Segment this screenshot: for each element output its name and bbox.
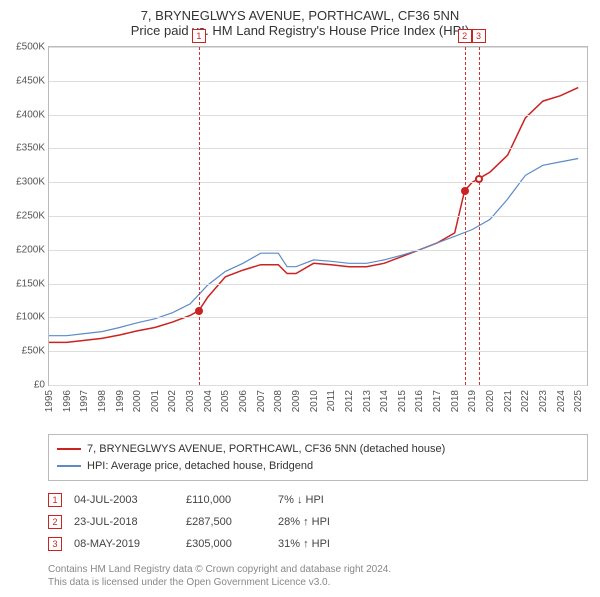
event-date: 23-JUL-2018 bbox=[74, 516, 174, 528]
chart-title-block: 7, BRYNEGLWYS AVENUE, PORTHCAWL, CF36 5N… bbox=[12, 8, 588, 38]
x-tick-label: 2016 bbox=[414, 390, 425, 412]
event-percent: 7% ↓ HPI bbox=[278, 494, 388, 506]
x-tick-label: 1997 bbox=[79, 390, 90, 412]
gridline bbox=[49, 115, 587, 116]
y-tick-label: £350K bbox=[16, 143, 45, 154]
y-tick-label: £500K bbox=[16, 42, 45, 53]
footer-line1: Contains HM Land Registry data © Crown c… bbox=[48, 563, 588, 576]
x-tick-label: 2023 bbox=[538, 390, 549, 412]
gridline bbox=[49, 182, 587, 183]
gridline bbox=[49, 81, 587, 82]
gridline bbox=[49, 317, 587, 318]
event-date: 04-JUL-2003 bbox=[74, 494, 174, 506]
legend-swatch bbox=[57, 448, 81, 450]
x-tick-label: 2009 bbox=[291, 390, 302, 412]
gridline bbox=[49, 250, 587, 251]
x-tick-label: 2012 bbox=[344, 390, 355, 412]
legend-item: 7, BRYNEGLWYS AVENUE, PORTHCAWL, CF36 5N… bbox=[57, 441, 579, 458]
event-date: 08-MAY-2019 bbox=[74, 538, 174, 550]
gridline bbox=[49, 385, 587, 386]
event-price: £305,000 bbox=[186, 538, 266, 550]
x-tick-label: 2001 bbox=[150, 390, 161, 412]
series-property bbox=[49, 88, 578, 343]
event-percent: 28% ↑ HPI bbox=[278, 516, 388, 528]
series-hpi bbox=[49, 159, 578, 336]
event-row: 1 04-JUL-2003 £110,000 7% ↓ HPI bbox=[48, 489, 588, 511]
x-tick-label: 2011 bbox=[326, 390, 337, 412]
x-tick-label: 2006 bbox=[238, 390, 249, 412]
y-tick-label: £100K bbox=[16, 312, 45, 323]
event-dot bbox=[475, 175, 483, 183]
event-number: 1 bbox=[48, 493, 62, 507]
event-number: 2 bbox=[48, 515, 62, 529]
gridline bbox=[49, 216, 587, 217]
price-chart: £0£50K£100K£150K£200K£250K£300K£350K£400… bbox=[48, 46, 588, 386]
gridline bbox=[49, 284, 587, 285]
legend: 7, BRYNEGLWYS AVENUE, PORTHCAWL, CF36 5N… bbox=[48, 434, 588, 481]
event-line bbox=[199, 47, 200, 385]
event-line bbox=[479, 47, 480, 385]
x-tick-label: 2021 bbox=[503, 390, 514, 412]
x-tick-label: 2003 bbox=[185, 390, 196, 412]
x-tick-label: 1996 bbox=[62, 390, 73, 412]
x-tick-label: 2010 bbox=[309, 390, 320, 412]
footer-line2: This data is licensed under the Open Gov… bbox=[48, 576, 588, 589]
x-tick-label: 2013 bbox=[362, 390, 373, 412]
events-table: 1 04-JUL-2003 £110,000 7% ↓ HPI 2 23-JUL-2018… bbox=[48, 489, 588, 555]
event-row: 3 08-MAY-2019 £305,000 31% ↑ HPI bbox=[48, 533, 588, 555]
x-tick-label: 2005 bbox=[220, 390, 231, 412]
x-tick-label: 2014 bbox=[379, 390, 390, 412]
gridline bbox=[49, 351, 587, 352]
event-price: £287,500 bbox=[186, 516, 266, 528]
x-tick-label: 2018 bbox=[450, 390, 461, 412]
x-tick-label: 1995 bbox=[44, 390, 55, 412]
event-number: 3 bbox=[48, 537, 62, 551]
y-axis: £0£50K£100K£150K£200K£250K£300K£350K£400… bbox=[9, 47, 49, 385]
y-tick-label: £200K bbox=[16, 244, 45, 255]
gridline bbox=[49, 47, 587, 48]
x-tick-label: 1998 bbox=[97, 390, 108, 412]
x-tick-label: 2022 bbox=[520, 390, 531, 412]
event-line bbox=[465, 47, 466, 385]
legend-item: HPI: Average price, detached house, Brid… bbox=[57, 458, 579, 475]
x-tick-label: 2015 bbox=[397, 390, 408, 412]
x-tick-label: 2007 bbox=[256, 390, 267, 412]
event-marker: 2 bbox=[458, 29, 472, 43]
y-tick-label: £400K bbox=[16, 109, 45, 120]
event-row: 2 23-JUL-2018 £287,500 28% ↑ HPI bbox=[48, 511, 588, 533]
x-tick-label: 2004 bbox=[203, 390, 214, 412]
legend-label: 7, BRYNEGLWYS AVENUE, PORTHCAWL, CF36 5N… bbox=[87, 441, 445, 458]
y-tick-label: £450K bbox=[16, 75, 45, 86]
y-tick-label: £50K bbox=[22, 346, 45, 357]
x-tick-label: 2008 bbox=[273, 390, 284, 412]
x-tick-label: 1999 bbox=[115, 390, 126, 412]
x-tick-label: 2019 bbox=[467, 390, 478, 412]
x-tick-label: 2002 bbox=[167, 390, 178, 412]
event-percent: 31% ↑ HPI bbox=[278, 538, 388, 550]
legend-swatch bbox=[57, 465, 81, 467]
x-tick-label: 2017 bbox=[432, 390, 443, 412]
x-axis: 1995199619971998199920002001200220032004… bbox=[48, 390, 588, 426]
gridline bbox=[49, 148, 587, 149]
x-tick-label: 2024 bbox=[556, 390, 567, 412]
legend-label: HPI: Average price, detached house, Brid… bbox=[87, 458, 313, 475]
x-tick-label: 2020 bbox=[485, 390, 496, 412]
title-subtitle: Price paid vs. HM Land Registry's House … bbox=[12, 23, 588, 38]
title-address: 7, BRYNEGLWYS AVENUE, PORTHCAWL, CF36 5N… bbox=[12, 8, 588, 23]
y-tick-label: £150K bbox=[16, 278, 45, 289]
event-dot bbox=[195, 307, 203, 315]
x-tick-label: 2000 bbox=[132, 390, 143, 412]
footer-attribution: Contains HM Land Registry data © Crown c… bbox=[48, 563, 588, 589]
y-tick-label: £300K bbox=[16, 177, 45, 188]
event-marker: 3 bbox=[472, 29, 486, 43]
event-marker: 1 bbox=[192, 29, 206, 43]
event-dot bbox=[461, 187, 469, 195]
x-tick-label: 2025 bbox=[573, 390, 584, 412]
y-tick-label: £0 bbox=[34, 380, 45, 391]
event-price: £110,000 bbox=[186, 494, 266, 506]
y-tick-label: £250K bbox=[16, 211, 45, 222]
